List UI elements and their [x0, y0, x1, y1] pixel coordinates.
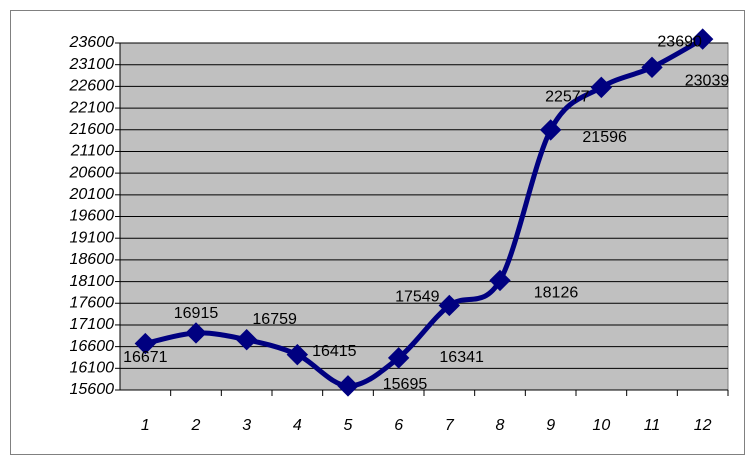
marker [286, 343, 309, 366]
data-label: 16759 [252, 311, 297, 328]
marker [235, 329, 258, 351]
marker [539, 119, 562, 141]
x-tick-label: 8 [496, 417, 505, 434]
y-tick-label: 15600 [70, 381, 115, 398]
data-label: 16415 [312, 343, 357, 360]
x-tick-label: 11 [644, 417, 661, 434]
data-label: 18126 [534, 285, 579, 302]
y-tick-label: 22600 [69, 78, 115, 95]
x-tick-label: 2 [191, 417, 201, 434]
data-label: 21596 [582, 129, 627, 146]
marker [185, 322, 207, 344]
data-label: 16915 [174, 305, 219, 322]
y-tick-label: 17100 [70, 316, 115, 333]
data-label: 16341 [439, 349, 484, 366]
y-tick-label: 18100 [70, 273, 115, 290]
data-label: 23690 [657, 33, 702, 50]
marker [691, 28, 714, 50]
y-tick-label: 23100 [69, 56, 115, 73]
data-label: 23039 [685, 73, 730, 90]
y-tick-label: 21600 [69, 121, 115, 138]
data-label: 16671 [123, 349, 168, 366]
y-tick-label: 21100 [70, 143, 114, 160]
marker [134, 332, 157, 355]
y-tick-label: 20100 [69, 186, 115, 203]
data-label: 22577 [545, 89, 590, 106]
marker [387, 347, 410, 369]
y-tick-label: 16100 [70, 360, 115, 377]
x-tick-label: 5 [344, 417, 353, 434]
y-tick-label: 23600 [69, 34, 115, 51]
x-tick-label: 1 [141, 417, 150, 434]
x-tick-label: 3 [242, 417, 251, 434]
data-label: 17549 [395, 289, 440, 306]
y-tick-label: 19600 [70, 208, 115, 225]
y-tick-label: 16600 [70, 338, 115, 355]
y-tick-label: 20600 [69, 164, 115, 181]
x-tick-label: 9 [546, 417, 555, 434]
x-tick-label: 12 [694, 417, 712, 434]
marker [641, 56, 663, 79]
x-tick-label: 7 [445, 417, 455, 434]
marker [590, 76, 613, 99]
y-tick-label: 18600 [70, 251, 115, 268]
x-tick-label: 6 [394, 417, 403, 434]
y-tick-label: 17600 [70, 294, 115, 311]
data-label: 15695 [383, 376, 428, 393]
x-tick-label: 10 [592, 417, 610, 434]
y-tick-label: 22100 [69, 99, 115, 116]
y-tick-label: 19100 [70, 229, 115, 246]
marker [489, 269, 511, 292]
marker [438, 294, 461, 317]
x-tick-label: 4 [293, 417, 302, 434]
marker [337, 375, 359, 397]
